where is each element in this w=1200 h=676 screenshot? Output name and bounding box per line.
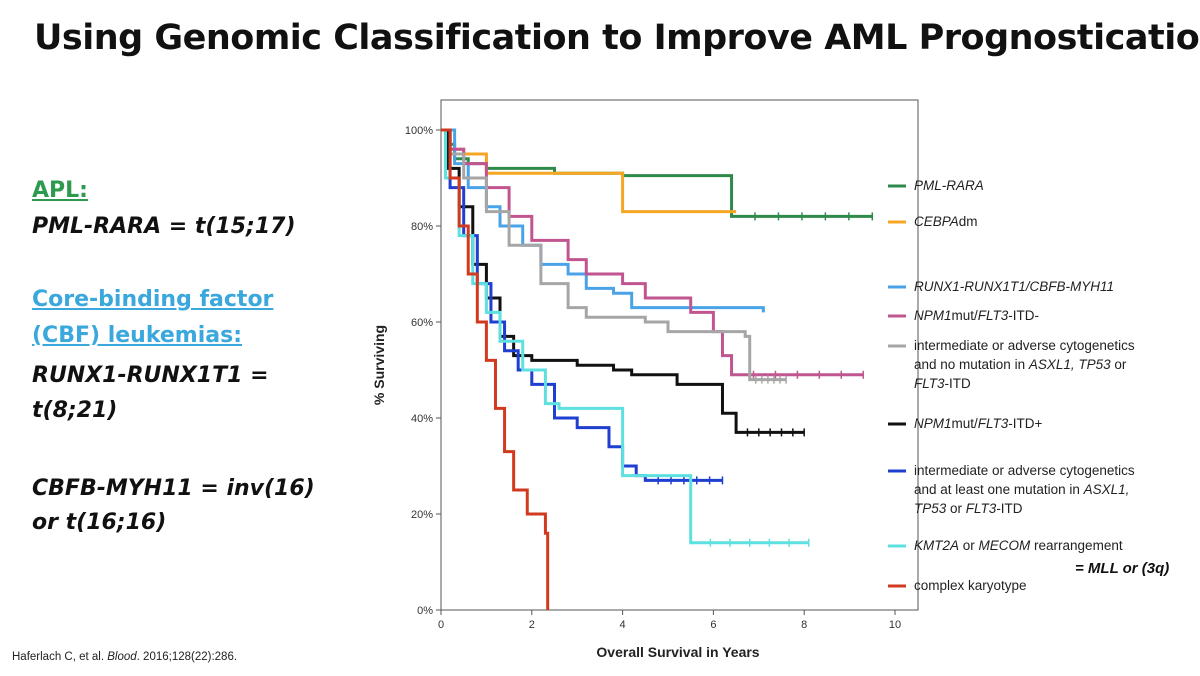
legend-label-6: NPM1mut/FLT3-ITD+ xyxy=(914,416,1043,431)
legend-label-7: intermediate or adverse cytogenetics xyxy=(914,463,1135,478)
legend-label-5: and no mutation in ASXL1, TP53 or xyxy=(914,357,1127,372)
x-axis-label: Overall Survival in Years xyxy=(596,644,759,660)
citation-details: . 2016;128(22):286. xyxy=(136,651,238,663)
x-tick-label: 6 xyxy=(710,619,716,631)
cbfb-definition-line1: CBFB-MYH11 = inv(16) xyxy=(32,476,315,501)
y-tick-label: 40% xyxy=(411,413,433,425)
legend-label-2: CEBPAdm xyxy=(914,214,978,229)
citation: Haferlach C, et al. Blood. 2016;128(22):… xyxy=(12,651,237,663)
x-tick-label: 0 xyxy=(438,619,444,631)
runx-definition-line2: t(8;21) xyxy=(32,398,118,423)
x-tick-label: 4 xyxy=(620,619,626,631)
legend-label-7: and at least one mutation in ASXL1, xyxy=(914,482,1129,497)
legend-label-7: TP53 or FLT3-ITD xyxy=(914,501,1023,516)
series-line-9 xyxy=(441,128,550,610)
legend-label-4: NPM1mut/FLT3-ITD- xyxy=(914,308,1039,323)
apl-definition: PML-RARA = t(15;17) xyxy=(32,214,296,239)
series-line-6 xyxy=(441,128,805,434)
x-tick-label: 8 xyxy=(801,619,807,631)
x-tick-label: 2 xyxy=(529,619,535,631)
cbf-heading-line1: Core-binding factor xyxy=(32,287,274,312)
cbfb-definition-line2: or t(16;16) xyxy=(32,510,167,535)
legend-label-3: RUNX1-RUNX1T1/CBFB-MYH11 xyxy=(914,279,1114,294)
runx-definition-line1: RUNX1-RUNX1T1 = xyxy=(32,363,269,388)
y-tick-label: 0% xyxy=(417,605,433,617)
cbf-heading-line2: (CBF) leukemias: xyxy=(32,323,242,348)
legend-label-5: intermediate or adverse cytogenetics xyxy=(914,338,1135,353)
series-line-8 xyxy=(441,128,809,545)
citation-authors: Haferlach C, et al. xyxy=(12,651,108,663)
y-tick-label: 80% xyxy=(411,221,433,233)
series-line-5 xyxy=(441,128,787,382)
series-line-7 xyxy=(441,128,723,482)
x-tick-label: 10 xyxy=(889,619,901,631)
legend-label-9: complex karyotype xyxy=(914,578,1027,593)
y-tick-label: 100% xyxy=(405,125,433,137)
legend-label-8: KMT2A or MECOM rearrangement xyxy=(914,538,1123,553)
y-axis-label: % Surviving xyxy=(371,325,387,405)
slide-title: Using Genomic Classification to Improve … xyxy=(34,18,1200,58)
y-tick-label: 20% xyxy=(411,509,433,521)
plot-frame xyxy=(440,99,919,611)
mll-note: = MLL or (3q) xyxy=(1075,560,1170,577)
citation-journal: Blood xyxy=(107,651,137,663)
apl-heading: APL: xyxy=(32,178,88,203)
y-tick-label: 60% xyxy=(411,317,433,329)
legend-label-5: FLT3-ITD xyxy=(914,376,971,391)
legend-label-1: PML-RARA xyxy=(914,178,984,193)
